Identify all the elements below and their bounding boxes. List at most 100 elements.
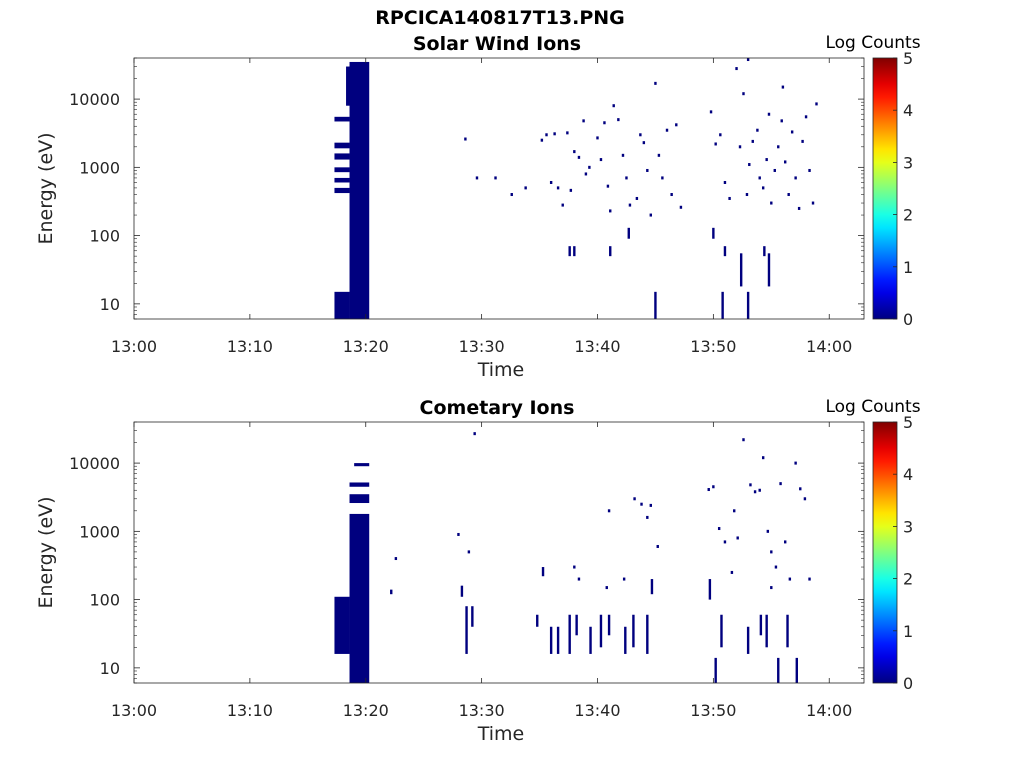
count-point	[649, 503, 652, 507]
count-point	[625, 176, 628, 180]
count-spike	[627, 227, 630, 239]
count-point	[794, 176, 797, 180]
count-point	[765, 158, 768, 162]
x-tick-label: 14:00	[806, 337, 852, 356]
count-point	[661, 176, 664, 180]
count-point	[758, 176, 761, 180]
count-spike	[575, 614, 578, 636]
count-point	[777, 145, 780, 149]
count-point	[467, 550, 471, 554]
count-point	[779, 482, 782, 486]
data-layer	[334, 58, 818, 319]
count-spike	[568, 246, 571, 257]
plot-frame	[133, 421, 865, 684]
count-point	[780, 119, 783, 123]
count-point	[799, 487, 802, 491]
count-band	[346, 66, 352, 106]
count-band	[334, 142, 350, 149]
count-point	[794, 461, 797, 465]
count-point	[811, 201, 815, 205]
count-point	[573, 565, 576, 569]
count-spike	[465, 606, 468, 654]
count-point	[606, 184, 610, 188]
count-point	[761, 456, 765, 460]
count-point	[622, 577, 626, 581]
count-spike	[654, 291, 657, 319]
count-point	[804, 115, 808, 119]
y-tick-label: 100	[89, 591, 120, 610]
count-point	[770, 586, 773, 590]
y-tick-label: 1000	[79, 522, 120, 541]
colorbar-tick-label: 1	[903, 258, 913, 277]
count-spike	[650, 579, 654, 595]
count-point	[553, 132, 556, 136]
count-point	[566, 131, 569, 135]
colorbar-tick-label: 3	[903, 153, 913, 172]
count-point	[556, 186, 560, 190]
figure-title: RPCICA140817T13.PNG	[375, 7, 625, 29]
count-point	[603, 121, 606, 125]
count-point	[712, 485, 715, 489]
count-spike	[746, 626, 750, 654]
x-tick-label: 14:00	[806, 701, 852, 720]
count-point	[717, 527, 721, 531]
count-point	[605, 586, 608, 590]
count-spike	[777, 657, 780, 683]
count-point	[788, 577, 792, 581]
count-point	[803, 497, 807, 501]
count-spike	[536, 614, 539, 627]
count-point	[723, 540, 727, 544]
count-point	[510, 193, 513, 197]
count-band	[334, 167, 350, 173]
count-point	[756, 128, 759, 132]
count-spike	[599, 614, 603, 648]
count-point	[640, 502, 643, 506]
count-point	[642, 141, 646, 145]
count-point	[781, 85, 785, 89]
colorbar-tick-label: 5	[903, 49, 913, 68]
count-spike	[739, 253, 743, 287]
count-spike	[609, 246, 612, 257]
x-tick-label: 13:20	[343, 701, 389, 720]
count-spike	[763, 246, 766, 257]
count-point	[707, 488, 710, 492]
count-spike	[460, 585, 464, 597]
count-band	[349, 494, 370, 504]
count-point	[646, 515, 649, 519]
x-axis-label: Time	[477, 723, 525, 745]
count-point	[748, 163, 751, 167]
x-tick-label: 13:50	[690, 701, 736, 720]
x-tick-label: 13:00	[111, 701, 157, 720]
y-axis-label: Energy (eV)	[35, 496, 57, 608]
count-point	[670, 193, 673, 197]
x-tick-label: 13:10	[227, 701, 273, 720]
panel-title: Solar Wind Ions	[413, 33, 581, 55]
count-point	[679, 205, 683, 209]
count-spike	[568, 614, 571, 654]
count-point	[770, 550, 773, 554]
count-spike	[721, 291, 724, 319]
count-point	[607, 509, 611, 513]
count-point	[751, 139, 754, 143]
count-point	[801, 139, 804, 143]
colorbar-title: Log Counts	[825, 397, 920, 417]
x-tick-label: 13:30	[459, 701, 505, 720]
colorbar-title: Log Counts	[825, 33, 920, 53]
x-tick-label: 13:00	[111, 337, 157, 356]
count-point	[774, 565, 778, 569]
count-point	[787, 193, 790, 197]
count-point	[742, 438, 745, 442]
count-spike	[394, 557, 398, 561]
count-point	[621, 153, 625, 157]
colorbar-tick-label: 0	[903, 674, 913, 693]
count-point	[549, 180, 553, 184]
colorbar-tick-label: 5	[903, 413, 913, 432]
count-point	[714, 142, 717, 146]
count-point	[766, 529, 770, 533]
count-point	[808, 168, 811, 172]
count-spike	[589, 626, 592, 654]
data-layer	[334, 432, 811, 683]
count-point	[657, 153, 661, 157]
y-tick-label: 1000	[79, 158, 120, 177]
count-spike	[714, 657, 717, 683]
